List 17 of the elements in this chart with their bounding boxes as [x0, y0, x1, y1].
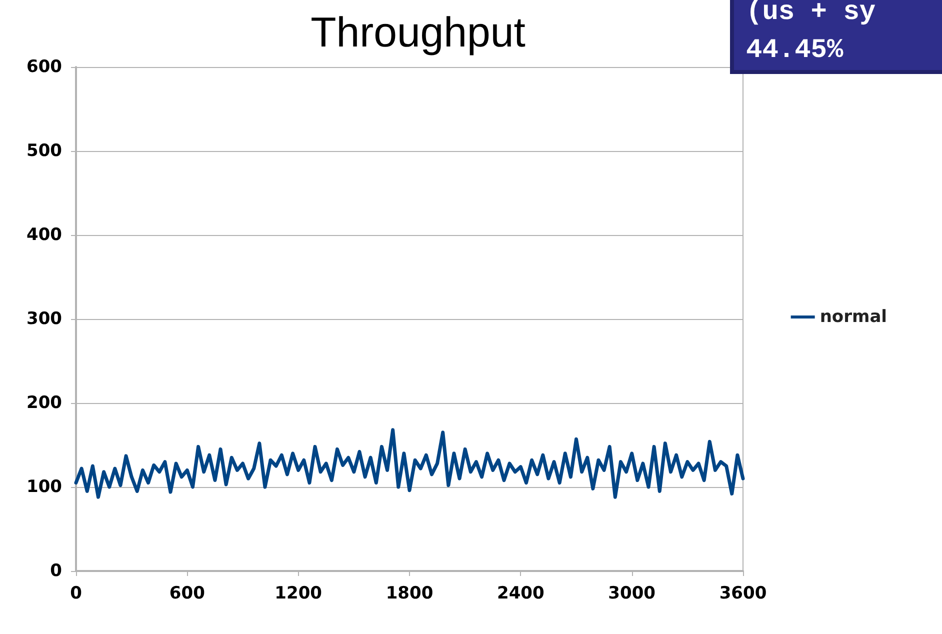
x-tick-label: 600: [169, 584, 206, 604]
legend-label: normal: [820, 307, 888, 327]
chart-title: Throughput: [310, 8, 526, 56]
y-tick-label: 400: [26, 225, 62, 245]
y-tick-label: 0: [50, 561, 62, 581]
x-tick-label: 2400: [497, 584, 544, 604]
x-tick-label: 1200: [274, 584, 322, 604]
y-tick-label: 300: [26, 309, 62, 329]
y-tick-label: 100: [26, 477, 62, 497]
x-tick-label: 3000: [608, 584, 656, 604]
x-tick-label: 3600: [719, 584, 767, 604]
x-tick-label: 1800: [386, 584, 434, 604]
x-tick-label: 0: [70, 584, 82, 604]
y-tick-label: 600: [26, 57, 62, 77]
line-series: [74, 428, 745, 499]
y-tick-label: 500: [26, 141, 62, 161]
y-tick-label: 200: [26, 393, 62, 413]
